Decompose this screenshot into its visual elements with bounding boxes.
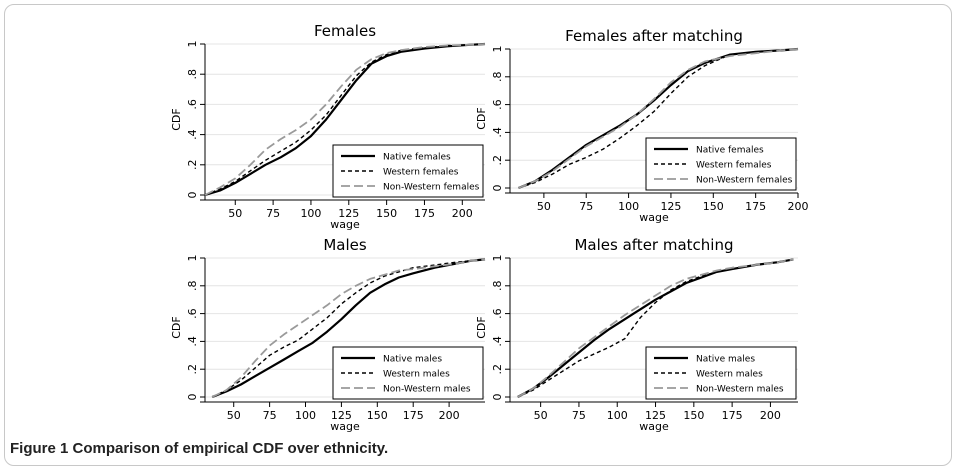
panel-males-x-tick-label-3: 125 [331,409,352,422]
panel-males-y-tick-label-5: 1 [186,255,199,262]
panel-females-after-matching-xlabel: wage [639,211,669,224]
panel-females-after-matching-y-tick-label-1: .2 [491,155,504,166]
panel-males-after-matching-legend: Native males Western males Non-Western mal… [645,346,797,400]
panel-females-after-matching-x-tick-label-5: 175 [745,200,766,213]
panel-females-line-non-western-females [204,43,486,196]
panel-females-after-matching-line-non-western-females [518,48,799,189]
panel-males-after-matching-x-tick-label-2: 100 [607,409,628,422]
panel-females-x-tick-label-5: 175 [414,207,435,220]
panel-females-after-matching-x-tick-label-4: 150 [703,200,724,213]
panel-males-legend: Native males Western males Non-Western mal… [332,346,484,400]
panel-females-x-tick-label-6: 200 [452,207,473,220]
panel-females-y-tick-label-5: 1 [186,41,199,48]
panel-males-legend-label-non-western-males: Non-Western males [383,385,471,395]
panel-males-after-matching-x-tick-label-4: 150 [683,409,704,422]
panel-males-after-matching-legend-label-non-western-males: Non-Western males [696,385,784,395]
panel-females-x-tick-label-3: 125 [338,207,359,220]
panel-females-after-matching-y-tick-label-2: .4 [491,127,504,138]
panel-males-after-matching-y-tick-label-3: .6 [491,308,504,319]
panel-females-title: Females [314,22,376,40]
panel-males-after-matching-line-non-western-males [517,258,794,398]
panel-females-x-tick-label-1: 75 [266,207,280,220]
panel-males-after-matching-x-tick-label-1: 75 [572,409,586,422]
panel-males-ylabel: CDF [170,316,183,338]
panel-males-legend-label-native-males: Native males [383,355,442,365]
panel-males-y-tick-label-4: .8 [186,281,199,292]
panel-males-y-tick-label-1: .2 [186,364,199,375]
panel-females-ylabel: CDF [170,108,183,130]
panel-males-title: Males [323,236,367,254]
figure-frame [4,4,952,466]
panel-males-x-tick-label-0: 50 [227,409,241,422]
panel-males-line-western-males [211,258,486,398]
panel-males-after-matching-x-tick-label-0: 50 [534,409,548,422]
panel-males-line-native-males [211,258,486,399]
panel-males-after-matching-y-tick-label-0: 0 [491,394,504,401]
panel-females-y-tick-label-3: .6 [186,99,199,110]
panel-males-y-tick-label-2: .4 [186,336,199,347]
panel-females-after-matching-x-tick-label-3: 125 [660,200,681,213]
panel-females-legend-label-native-females: Native females [383,153,451,163]
panel-males-after-matching-title: Males after matching [574,236,733,254]
panel-males-after-matching-line-western-males [517,258,794,398]
panel-females-after-matching-y-tick-label-3: .6 [491,99,504,110]
panel-males-after-matching-y-tick-label-5: 1 [491,255,504,262]
panel-males-after-matching-x-tick-label-3: 125 [645,409,666,422]
panel-females-xlabel: wage [330,218,360,231]
panel-females-after-matching-y-tick-label-5: 1 [491,46,504,53]
panel-males-after-matching-x-tick-label-5: 175 [722,409,743,422]
panel-females-after-matching-legend-label-western-females: Western females [696,161,772,171]
panel-males-after-matching-legend-label-native-males: Native males [696,355,755,365]
panel-males-x-tick-label-5: 175 [403,409,424,422]
panel-males-y-tick-label-0: 0 [186,394,199,401]
panel-females-after-matching-x-tick-label-0: 50 [537,200,551,213]
panel-males-after-matching-x-tick-label-6: 200 [760,409,781,422]
panel-males-x-tick-label-1: 75 [263,409,277,422]
panel-females-y-tick-label-2: .4 [186,129,199,140]
panel-males-x-tick-label-6: 200 [439,409,460,422]
panel-males-line-non-western-males [211,258,486,398]
panel-males-xlabel: wage [330,420,360,433]
panel-females-legend-label-non-western-females: Non-Western females [383,183,480,193]
panel-females-after-matching-x-tick-label-1: 75 [579,200,593,213]
panel-females-after-matching-y-tick-label-0: 0 [491,185,504,192]
panel-males-x-tick-label-4: 150 [367,409,388,422]
panel-females-x-tick-label-2: 100 [300,207,321,220]
panel-females-after-matching-y-tick-label-4: .8 [491,72,504,83]
panel-males-after-matching-y-tick-label-1: .2 [491,364,504,375]
panel-females-after-matching-legend: Native females Western females Non-Western… [645,137,797,191]
panel-males-after-matching-ylabel: CDF [475,316,488,338]
panel-females-legend: Native females Western females Non-Western… [332,144,484,198]
panel-males-after-matching-line-native-males [517,258,794,398]
panel-females-after-matching-x-tick-label-6: 200 [788,200,809,213]
panel-males-after-matching-legend-label-western-males: Western males [696,370,763,380]
panel-females-after-matching-x-tick-label-2: 100 [618,200,639,213]
panel-males-after-matching-xlabel: wage [639,420,669,433]
panel-males-x-tick-label-2: 100 [295,409,316,422]
panel-females-after-matching-ylabel: CDF [475,107,488,129]
panel-females-after-matching-legend-label-native-females: Native females [696,146,764,156]
panel-males-y-tick-label-3: .6 [186,308,199,319]
panel-females-legend-label-western-females: Western females [383,168,459,178]
panel-females-y-tick-label-1: .2 [186,160,199,171]
panel-females-x-tick-label-4: 150 [376,207,397,220]
panel-females-after-matching-title: Females after matching [565,27,743,45]
panel-males-after-matching-y-tick-label-2: .4 [491,336,504,347]
panel-females-line-native-females [204,42,486,197]
panel-females-y-tick-label-4: .8 [186,69,199,80]
panel-females-x-tick-label-0: 50 [228,207,242,220]
panel-males-after-matching-y-tick-label-4: .8 [491,281,504,292]
panel-females-y-tick-label-0: 0 [186,192,199,199]
panel-females-after-matching-legend-label-non-western-females: Non-Western females [696,176,793,186]
panel-males-legend-label-western-males: Western males [383,370,450,380]
figure-caption: Figure 1 Comparison of empirical CDF ove… [10,440,389,457]
